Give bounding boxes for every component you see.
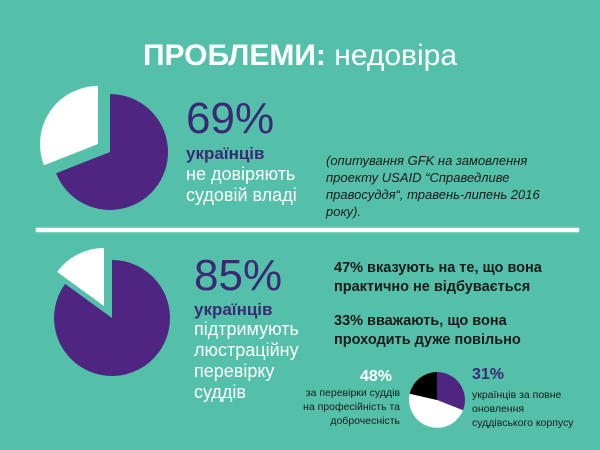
stat-47: 47% вказують на те, що вона практично не… — [334, 260, 542, 295]
pie-chart-lustration — [54, 248, 171, 376]
who-label-1: українців — [186, 144, 265, 163]
desc-2: підтримують люстраційну перевірку суддів — [194, 319, 299, 402]
desc-1: не довіряють судовій владі — [186, 164, 297, 205]
pie-slice-other — [409, 372, 437, 400]
pie-slice-checks — [409, 393, 463, 428]
note-48: 48% за перевірки суддів на професійність… — [303, 368, 400, 427]
pie-slice-renewal — [437, 372, 465, 411]
survey-source: (опитування GFK на замовлення проекту US… — [326, 153, 540, 219]
title-regular: недовіра — [334, 39, 458, 72]
page-title: ПРОБЛЕМИ: недовіра — [0, 38, 600, 74]
title-bold: ПРОБЛЕМИ: — [142, 39, 326, 72]
pie-slice-support — [54, 260, 171, 376]
pie-slice-other — [39, 85, 98, 166]
pie-slice-other — [57, 248, 104, 306]
stat-33: 33% вважають, що вона проходить дуже пов… — [334, 313, 521, 348]
percent-85: 85% — [194, 251, 283, 300]
who-label-2: українців — [194, 300, 273, 319]
pie-slice-distrust — [56, 94, 168, 210]
pie-chart-renewal — [409, 372, 465, 428]
section-divider — [36, 228, 579, 232]
pie-chart-trust — [39, 85, 168, 210]
note-31: 31% українців за повне оновлення суддівс… — [472, 366, 574, 429]
percent-69: 69% — [186, 94, 275, 143]
